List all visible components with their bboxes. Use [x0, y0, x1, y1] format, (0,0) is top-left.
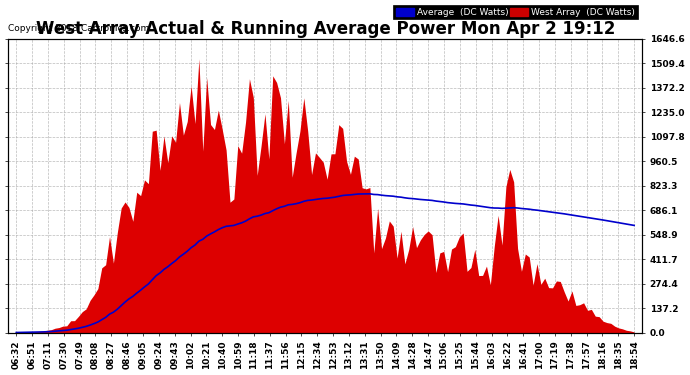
- Text: Copyright 2018 Cartronics.com: Copyright 2018 Cartronics.com: [8, 24, 150, 33]
- Title: West Array Actual & Running Average Power Mon Apr 2 19:12: West Array Actual & Running Average Powe…: [35, 20, 615, 38]
- Legend: Average  (DC Watts), West Array  (DC Watts): Average (DC Watts), West Array (DC Watts…: [393, 5, 638, 20]
